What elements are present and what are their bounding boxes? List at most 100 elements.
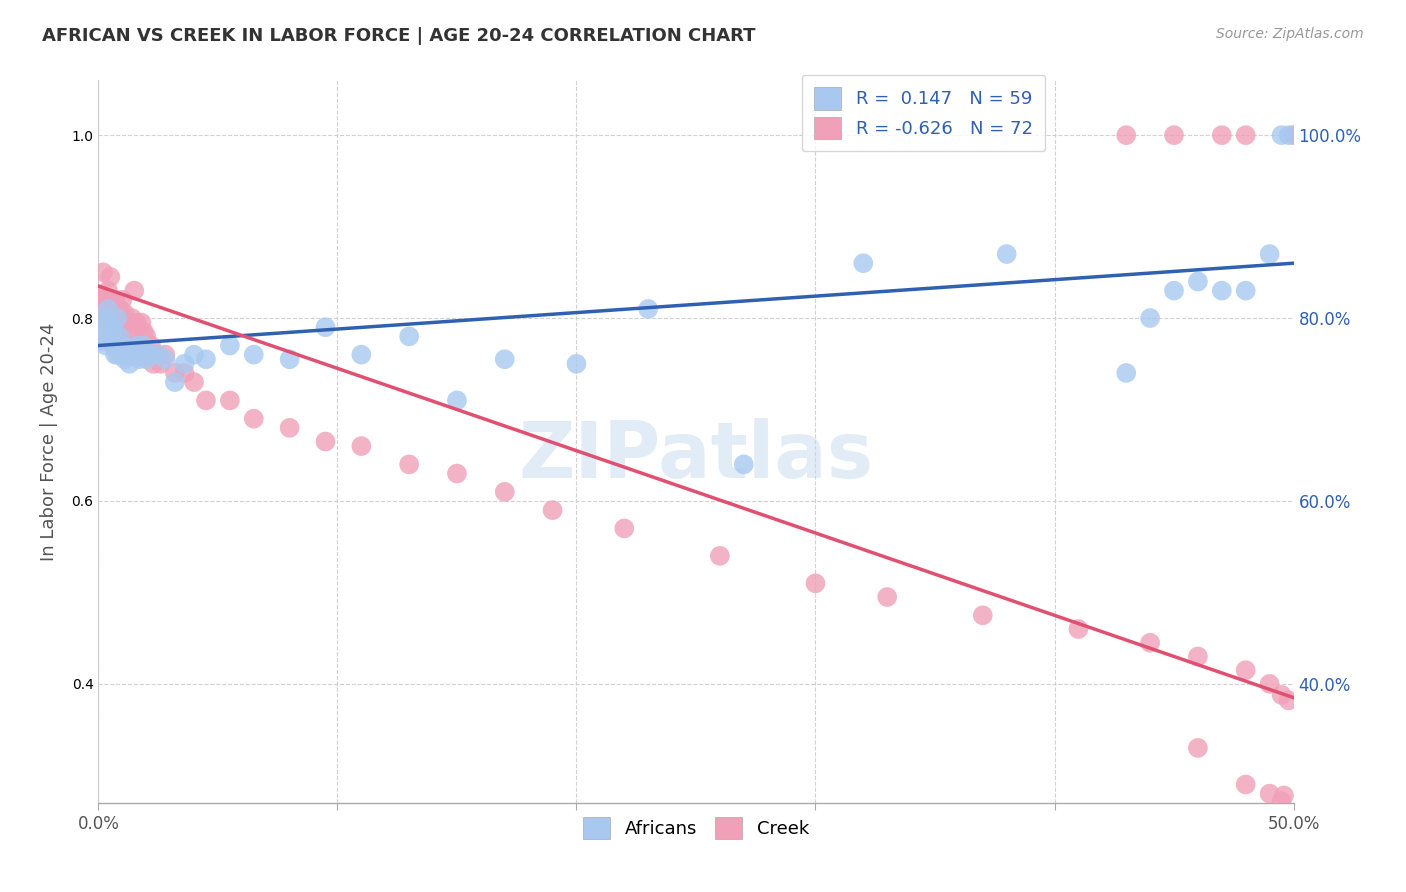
Point <box>91 334 114 348</box>
Point <box>1286 128 1309 143</box>
Point <box>613 521 636 535</box>
Point <box>195 352 218 367</box>
Point <box>139 338 162 352</box>
Point <box>1139 311 1161 326</box>
Point <box>494 484 516 499</box>
Point <box>98 325 122 339</box>
Point <box>1271 688 1294 702</box>
Point <box>111 293 134 307</box>
Point <box>1271 128 1294 143</box>
Point <box>131 348 153 362</box>
Point <box>115 348 138 362</box>
Point <box>139 348 162 362</box>
Point <box>995 247 1018 261</box>
Point <box>173 366 195 380</box>
Point <box>1234 128 1257 143</box>
Point <box>219 393 242 408</box>
Point <box>1163 128 1185 143</box>
Point <box>195 393 218 408</box>
Point <box>1272 789 1295 803</box>
Point <box>183 348 205 362</box>
Point <box>350 348 373 362</box>
Point <box>138 348 160 362</box>
Point <box>94 293 117 307</box>
Point <box>104 348 127 362</box>
Point <box>91 301 114 316</box>
Point <box>709 549 731 563</box>
Point <box>97 284 120 298</box>
Point <box>107 311 129 326</box>
Point <box>108 301 131 316</box>
Legend: Africans, Creek: Africans, Creek <box>574 808 818 848</box>
Point <box>135 329 157 343</box>
Point <box>1139 636 1161 650</box>
Point <box>1271 794 1294 808</box>
Point <box>148 348 170 362</box>
Point <box>398 458 420 472</box>
Point <box>128 338 150 352</box>
Point <box>101 329 124 343</box>
Point <box>1211 284 1233 298</box>
Point <box>155 348 177 362</box>
Point <box>132 338 155 352</box>
Point <box>94 325 117 339</box>
Point <box>1258 247 1281 261</box>
Point <box>118 357 141 371</box>
Point <box>128 352 150 367</box>
Point <box>1234 777 1257 791</box>
Point <box>1258 787 1281 801</box>
Point <box>1187 740 1209 755</box>
Point <box>131 316 153 330</box>
Point <box>243 411 266 425</box>
Point <box>118 329 141 343</box>
Text: Source: ZipAtlas.com: Source: ZipAtlas.com <box>1216 27 1364 41</box>
Point <box>132 325 155 339</box>
Point <box>145 348 167 362</box>
Point <box>243 348 266 362</box>
Point <box>91 265 114 279</box>
Point <box>1163 284 1185 298</box>
Point <box>804 576 827 591</box>
Point <box>98 316 122 330</box>
Point <box>1258 677 1281 691</box>
Point <box>1234 663 1257 677</box>
Point <box>97 334 120 348</box>
Point <box>876 590 898 604</box>
Point <box>90 329 112 343</box>
Point <box>278 421 301 435</box>
Point <box>163 366 186 380</box>
Point <box>111 320 134 334</box>
Point <box>107 348 129 362</box>
Point <box>1115 128 1137 143</box>
Point <box>91 320 114 334</box>
Point <box>183 375 205 389</box>
Y-axis label: In Labor Force | Age 20-24: In Labor Force | Age 20-24 <box>39 322 58 561</box>
Point <box>972 608 994 623</box>
Point <box>98 334 122 348</box>
Point <box>108 329 131 343</box>
Point <box>98 293 122 307</box>
Point <box>219 338 242 352</box>
Point <box>108 320 131 334</box>
Point <box>1067 622 1090 636</box>
Point <box>97 301 120 316</box>
Point <box>1278 128 1301 143</box>
Point <box>114 306 136 320</box>
Point <box>124 284 146 298</box>
Point <box>163 375 186 389</box>
Point <box>98 269 122 284</box>
Point <box>315 434 337 449</box>
Point <box>107 301 129 316</box>
Point <box>121 311 143 326</box>
Point <box>315 320 337 334</box>
Point <box>121 348 143 362</box>
Point <box>94 311 117 326</box>
Point <box>278 352 301 367</box>
Point <box>142 357 165 371</box>
Point <box>98 311 122 326</box>
Point <box>1115 366 1137 380</box>
Point <box>94 311 117 326</box>
Point <box>91 288 114 302</box>
Point <box>101 293 124 307</box>
Point <box>1187 649 1209 664</box>
